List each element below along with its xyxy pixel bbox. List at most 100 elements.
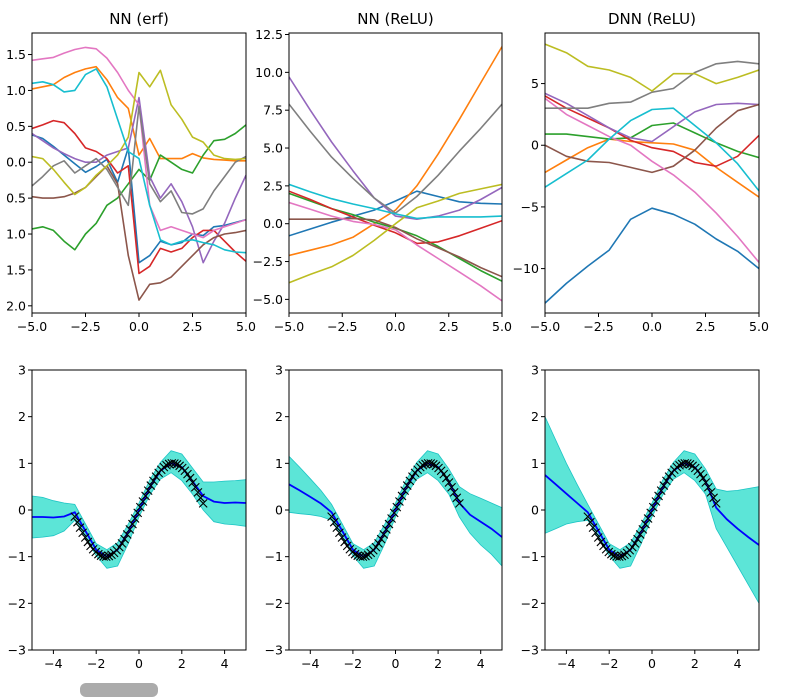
- plot-area: [289, 450, 502, 569]
- plot-area: [32, 46, 246, 301]
- sample-line-10: [32, 68, 246, 254]
- observation-marker: [680, 458, 690, 468]
- observation-marker: [78, 528, 88, 538]
- observation-marker: [329, 517, 339, 527]
- observation-marker: [327, 512, 336, 521]
- y-tick-label: 1.5: [6, 47, 26, 62]
- observation-marker: [643, 514, 653, 523]
- x-tick-label: 2: [178, 656, 186, 671]
- observation-marker: [83, 537, 93, 547]
- x-tick-label: −2: [87, 656, 105, 671]
- observation-marker: [701, 478, 711, 487]
- observation-marker: [133, 508, 143, 518]
- y-tick-label: −2: [8, 596, 26, 611]
- sample-line-6: [289, 217, 502, 278]
- x-tick-label: −4: [557, 656, 575, 671]
- observation-marker: [353, 551, 363, 561]
- y-tick-label: 3: [275, 363, 283, 378]
- sample-line-9: [289, 183, 502, 284]
- observation-marker: [617, 551, 627, 561]
- observation-marker: [73, 517, 82, 527]
- observation-marker: [120, 534, 129, 544]
- y-tick-label: 7.5: [263, 103, 283, 118]
- observation-marker: [418, 460, 428, 470]
- observation-marker: [397, 491, 407, 501]
- observation-marker: [711, 499, 721, 508]
- plot-area: [32, 450, 246, 569]
- x-tick-label: −2.5: [327, 319, 357, 334]
- observation-marker: [381, 525, 391, 534]
- observation-marker: [685, 459, 695, 469]
- horizontal-scrollbar-thumb[interactable]: [80, 683, 158, 697]
- sample-line-9: [545, 43, 759, 92]
- observation-marker: [400, 486, 410, 495]
- observation-marker: [444, 478, 454, 487]
- observation-marker: [664, 472, 674, 482]
- observation-marker: [146, 481, 156, 490]
- observation-marker: [387, 514, 396, 523]
- y-tick-label: 5: [531, 76, 539, 91]
- observation-marker: [593, 533, 603, 542]
- y-tick-label: 0: [275, 503, 283, 518]
- sample-line-5: [289, 76, 502, 220]
- x-tick-label: 2.5: [183, 319, 203, 334]
- observation-marker: [392, 502, 402, 512]
- observation-marker: [188, 478, 198, 487]
- observation-marker: [703, 482, 713, 492]
- sample-line-8: [545, 60, 759, 109]
- observation-marker: [183, 469, 192, 479]
- x-tick-label: 5.0: [492, 319, 512, 334]
- observation-marker: [93, 549, 103, 559]
- y-tick-label: 1: [531, 456, 539, 471]
- sample-line-8: [32, 105, 246, 215]
- observation-marker: [172, 459, 182, 469]
- observation-marker: [374, 538, 383, 548]
- observation-marker: [389, 508, 399, 518]
- sample-line-2: [545, 138, 759, 198]
- y-tick-label: −2.5: [253, 254, 283, 269]
- posterior-mean-line: [32, 462, 246, 558]
- y-tick-label: 12.5: [255, 27, 283, 42]
- y-tick-label: −2: [265, 596, 283, 611]
- x-tick-label: 0: [135, 656, 143, 671]
- y-tick-label: 1.0: [6, 83, 26, 98]
- y-tick-label: −3: [8, 643, 26, 658]
- x-tick-label: 4: [221, 656, 229, 671]
- observation-marker: [627, 542, 637, 552]
- observation-marker: [101, 552, 111, 562]
- x-tick-label: 0.0: [386, 319, 406, 334]
- y-tick-label: −1: [265, 549, 283, 564]
- y-tick-label: 2: [18, 409, 26, 424]
- chart-title: DNN (ReLU): [608, 10, 696, 28]
- x-tick-label: 2: [691, 656, 699, 671]
- sample-line-5: [545, 92, 759, 143]
- observation-marker: [162, 460, 171, 470]
- x-tick-label: 2: [434, 656, 442, 671]
- y-tick-label: −3: [265, 643, 283, 658]
- chart-panel-6: −4 −2 0 2 4 3 2 1 0 −1 −2 −3: [521, 363, 760, 671]
- x-tick-label: 4: [477, 656, 485, 671]
- observation-marker: [638, 525, 648, 534]
- sample-line-2: [32, 65, 246, 162]
- observation-marker: [196, 493, 205, 503]
- x-tick-label: −5.0: [17, 319, 47, 334]
- sample-line-10: [289, 183, 502, 220]
- observation-marker: [596, 537, 606, 547]
- x-tick-label: −5.0: [530, 319, 560, 334]
- observation-marker: [138, 497, 148, 506]
- sample-line-7: [289, 201, 502, 302]
- y-tick-label: −1: [521, 549, 539, 564]
- y-tick-label: 2.5: [263, 178, 283, 193]
- observation-marker: [122, 530, 132, 539]
- x-tick-label: 4: [734, 656, 742, 671]
- x-tick-label: 0: [392, 656, 400, 671]
- sample-line-6: [32, 165, 246, 301]
- sample-line-8: [289, 103, 502, 214]
- y-tick-label: 0: [18, 503, 26, 518]
- observation-marker: [340, 537, 350, 547]
- x-tick-label: −4: [301, 656, 319, 671]
- observation-marker: [426, 459, 436, 468]
- y-tick-label: 1.0: [6, 227, 26, 242]
- observation-marker: [104, 551, 114, 561]
- y-tick-label: 0: [531, 138, 539, 153]
